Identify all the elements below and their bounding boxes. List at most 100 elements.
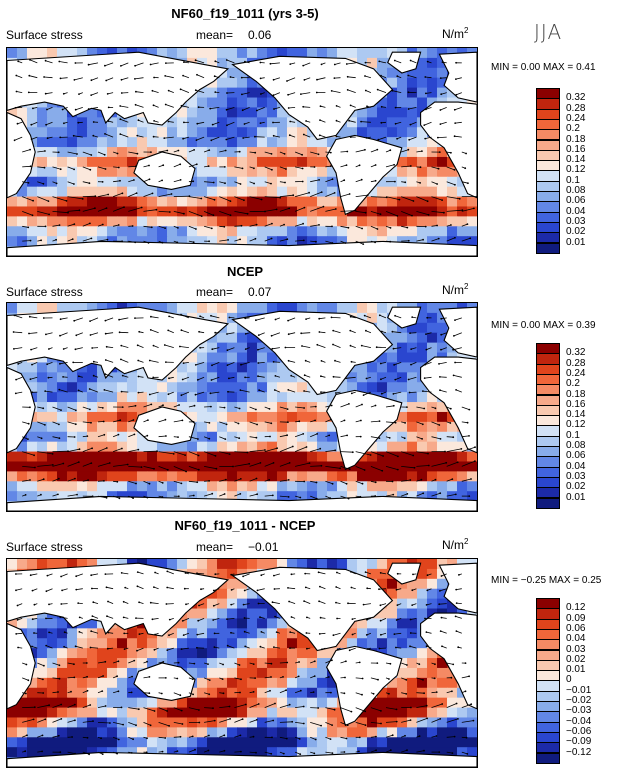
field-cell (117, 226, 128, 237)
stress-vector-head (120, 92, 123, 94)
field-cell (187, 117, 198, 128)
field-cell (37, 638, 48, 649)
field-cell (377, 559, 388, 570)
field-cell (427, 491, 438, 502)
stress-vector-head (78, 616, 81, 619)
stress-vector-head (350, 360, 353, 363)
stress-vector (137, 585, 144, 590)
field-cell (437, 48, 448, 59)
stress-vector-head (363, 469, 366, 471)
stress-vector-head (349, 344, 352, 347)
stress-vector-head (473, 207, 475, 210)
field-cell (257, 638, 268, 649)
stress-vector-head (437, 237, 440, 240)
stress-vector-head (427, 464, 430, 467)
field-cell (47, 421, 58, 433)
stress-vector-head (192, 421, 195, 423)
field-cell (207, 372, 218, 383)
stress-vector-head (153, 586, 155, 588)
field-cell (307, 196, 318, 208)
stress-vector-head (153, 120, 156, 122)
stress-vector (416, 150, 422, 153)
stress-vector-head (301, 345, 303, 347)
field-cell (437, 687, 448, 699)
field-cell (257, 48, 268, 59)
stress-vector-head (422, 238, 424, 241)
stress-vector (143, 466, 155, 470)
stress-vector (249, 421, 258, 425)
stress-vector-head (452, 348, 454, 351)
field-cell (427, 568, 438, 580)
field-cell (27, 382, 38, 393)
field-cell (277, 677, 288, 689)
field-cell (97, 707, 108, 719)
stress-vector-head (366, 648, 369, 650)
field-cell (317, 707, 328, 719)
stress-vector-head (46, 137, 49, 140)
field-cell (377, 206, 388, 217)
field-cell (187, 618, 198, 629)
field-cell (347, 226, 358, 237)
stress-vector (294, 433, 304, 438)
field-cell (107, 697, 118, 709)
stress-vector (401, 196, 414, 202)
field-cell (407, 87, 418, 99)
stress-vector (92, 615, 99, 619)
stress-vector-head (438, 363, 440, 365)
field-cell (67, 638, 78, 649)
stress-vector-head (28, 332, 30, 335)
stress-vector (438, 362, 447, 365)
stress-vector (310, 465, 322, 467)
stress-vector (31, 136, 38, 140)
field-cell (187, 236, 198, 247)
stress-vector-head (285, 168, 287, 170)
stress-vector (67, 461, 79, 467)
field-cell (267, 166, 278, 178)
panel3-field-label: Surface stress (6, 540, 83, 554)
stress-vector-head (209, 107, 212, 110)
stress-vector-head (376, 148, 379, 151)
field-cell (437, 402, 448, 413)
field-cell (427, 166, 438, 178)
field-cell (137, 727, 148, 738)
field-cell (197, 658, 208, 669)
field-cell (157, 226, 168, 237)
stress-vector-head (275, 631, 278, 633)
stress-vector (203, 436, 210, 440)
field-cell (247, 727, 258, 738)
stress-vector-head (16, 619, 19, 621)
field-cell (347, 303, 358, 314)
field-cell (387, 97, 398, 109)
stress-vector-head (424, 137, 427, 140)
continent-europe-west (438, 562, 477, 614)
field-cell (237, 342, 248, 354)
field-cell (297, 166, 308, 178)
stress-vector-head (331, 242, 334, 244)
field-cell (147, 226, 158, 237)
stress-vector-head (87, 108, 90, 110)
field-cell (7, 618, 18, 629)
stress-vector (340, 480, 347, 485)
stress-vector (203, 225, 212, 229)
field-cell (147, 216, 158, 227)
field-cell (297, 441, 308, 453)
stress-vector-head (213, 198, 216, 201)
field-cell (297, 717, 308, 728)
stress-vector-head (396, 468, 399, 471)
field-cell (197, 97, 208, 109)
stress-vector-head (156, 450, 158, 453)
field-cell (37, 362, 48, 373)
stress-vector-head (151, 89, 154, 92)
field-cell (407, 578, 418, 590)
continent-australia (133, 406, 196, 445)
field-cell (297, 236, 308, 247)
field-cell (237, 578, 248, 590)
stress-vector-head (59, 362, 61, 365)
field-cell (397, 392, 408, 403)
stress-vector (67, 406, 76, 411)
field-cell (377, 322, 388, 334)
field-cell (447, 441, 458, 453)
stress-vector-head (303, 206, 306, 209)
field-cell (107, 658, 118, 669)
field-cell (197, 727, 208, 738)
